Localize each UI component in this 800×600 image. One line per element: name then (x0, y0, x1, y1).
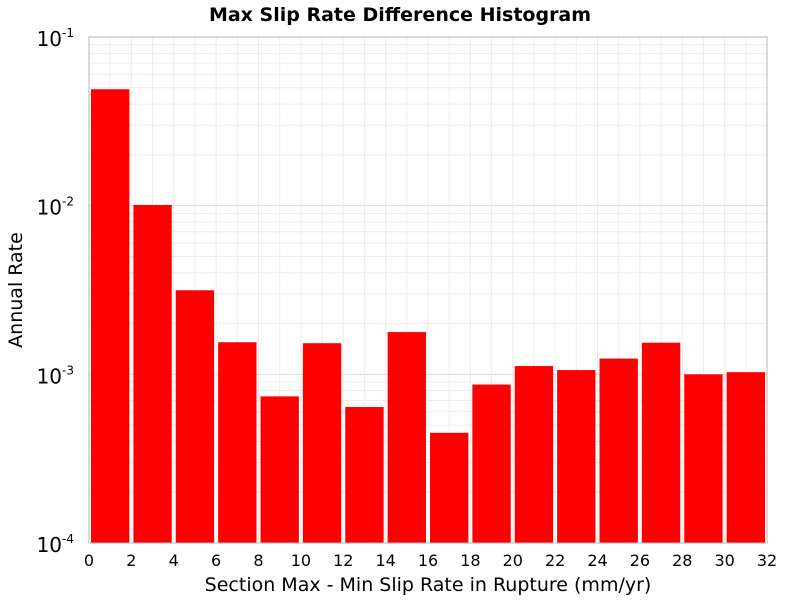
y-tick-label: 10-4 (37, 532, 74, 557)
x-tick-label: 28 (672, 551, 692, 570)
y-ticks: 10-4 10-3 10-2 10-1 (37, 26, 74, 557)
bar (430, 432, 469, 543)
x-tick-label: 10 (291, 551, 311, 570)
x-tick-label: 2 (126, 551, 136, 570)
x-ticks: 0 2 4 6 8 10 12 14 16 18 20 22 24 26 28 30 32 (84, 551, 777, 570)
bar (387, 332, 426, 543)
x-tick-label: 32 (757, 551, 777, 570)
y-tick-label: 10-1 (37, 26, 74, 51)
bar (684, 374, 723, 543)
y-tick-label: 10-2 (37, 195, 74, 220)
bar (302, 343, 342, 543)
bar (91, 89, 130, 543)
x-tick-label: 8 (253, 551, 263, 570)
x-tick-label: 6 (211, 551, 221, 570)
x-tick-label: 18 (460, 551, 480, 570)
bar (175, 290, 215, 543)
x-tick-label: 0 (84, 551, 94, 570)
bars (91, 89, 765, 543)
x-tick-label: 26 (630, 551, 650, 570)
y-tick-label: 10-3 (37, 363, 74, 388)
bar (726, 372, 765, 543)
plot-frame (88, 36, 768, 544)
y-axis-label: Annual Rate (5, 232, 27, 348)
bar (218, 342, 257, 543)
bar (133, 204, 172, 543)
x-tick-label: 16 (418, 551, 438, 570)
x-tick-label: 4 (169, 551, 179, 570)
bar (514, 366, 554, 543)
bar (345, 407, 384, 543)
x-tick-label: 30 (714, 551, 734, 570)
bar (557, 370, 596, 543)
chart-title: Max Slip Rate Difference Histogram (209, 4, 591, 26)
bar (472, 384, 511, 543)
bar (260, 396, 299, 543)
x-tick-label: 24 (587, 551, 607, 570)
x-axis-label: Section Max - Min Slip Rate in Rupture (… (205, 574, 652, 596)
x-tick-label: 22 (545, 551, 565, 570)
x-tick-label: 20 (503, 551, 523, 570)
bar (641, 342, 681, 543)
x-tick-label: 12 (333, 551, 353, 570)
bar (599, 358, 638, 543)
x-tick-label: 14 (375, 551, 395, 570)
